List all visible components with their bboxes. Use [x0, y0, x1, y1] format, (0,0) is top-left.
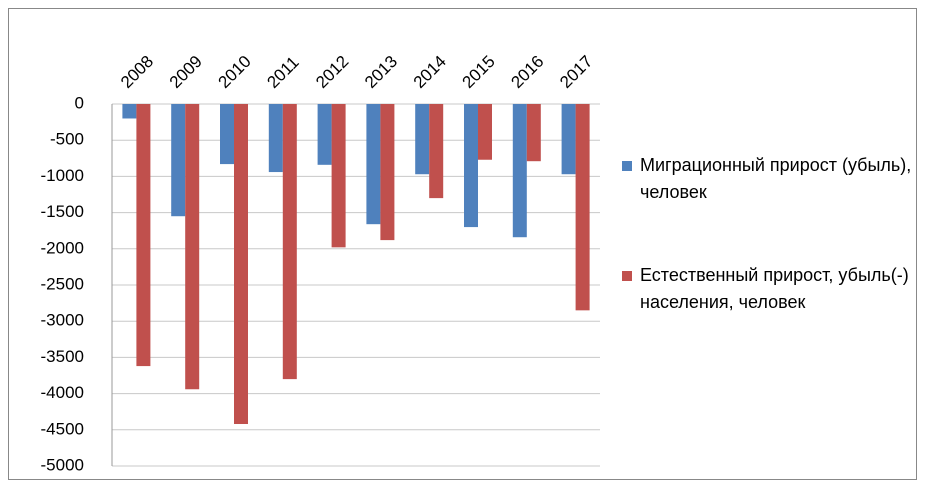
bar [512, 104, 527, 238]
y-tick-label: -4500 [41, 419, 84, 438]
y-tick-label: -4000 [41, 383, 84, 402]
legend-label: Естественный прирост, убыль(-) населения… [640, 265, 909, 312]
y-tick-label: -3500 [41, 347, 84, 366]
x-tick-label: 2008 [117, 52, 157, 92]
bar [185, 104, 200, 390]
bar [171, 104, 186, 217]
bar [268, 104, 283, 173]
y-tick-label: -5000 [41, 455, 84, 474]
bar [366, 104, 381, 225]
chart-frame [8, 8, 917, 480]
bar [380, 104, 395, 241]
bar [575, 104, 590, 311]
y-tick-label: -2000 [41, 238, 84, 257]
x-tick-label: 2017 [556, 52, 596, 92]
legend-swatch [622, 271, 632, 281]
bar [478, 104, 492, 160]
y-tick-label: -1000 [41, 166, 84, 185]
bar [282, 104, 297, 380]
bar [220, 104, 234, 165]
y-tick-label: -3000 [41, 311, 84, 330]
bar [429, 104, 444, 199]
bar [464, 104, 478, 228]
y-tick-label: -1500 [41, 202, 84, 221]
legend-swatch [622, 161, 632, 171]
x-tick-label: 2014 [410, 52, 450, 92]
bar [317, 104, 332, 165]
bar [561, 104, 576, 175]
bar [122, 104, 137, 119]
bar [526, 104, 541, 162]
x-tick-label: 2010 [215, 52, 255, 92]
y-tick-label: 0 [75, 93, 84, 112]
bar [136, 104, 151, 367]
x-tick-label: 2016 [507, 52, 547, 92]
x-tick-label: 2012 [312, 52, 352, 92]
bar [331, 104, 346, 248]
legend-label: Миграционный прирост (убыль), человек [640, 155, 912, 202]
bar [234, 104, 248, 425]
y-tick-label: -500 [50, 130, 84, 149]
y-tick-label: -2500 [41, 274, 84, 293]
x-tick-label: 2015 [459, 52, 499, 92]
x-tick-label: 2009 [166, 52, 206, 92]
x-tick-label: 2013 [361, 52, 401, 92]
bar [415, 104, 430, 175]
x-tick-label: 2011 [263, 53, 302, 92]
